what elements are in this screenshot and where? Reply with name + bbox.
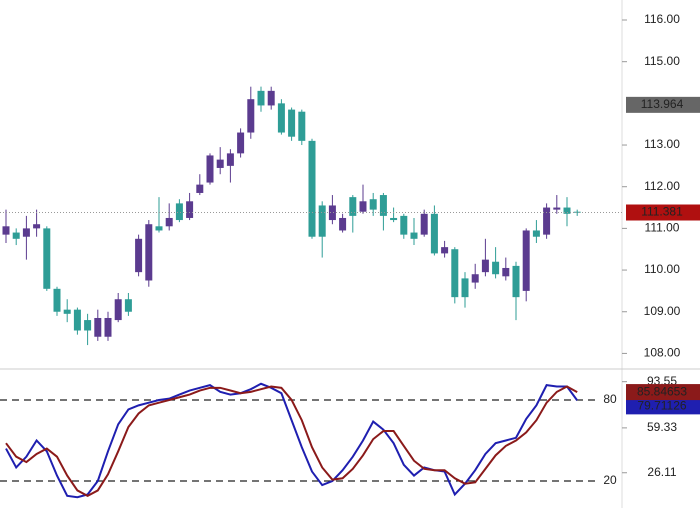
last-value-label: 79.71126	[637, 399, 686, 413]
candle-body	[369, 199, 377, 210]
candle-body	[186, 201, 194, 218]
level-label-bg	[600, 392, 620, 407]
price-marker-box	[626, 96, 700, 113]
candle-body	[277, 103, 285, 133]
oscillator-line	[5, 385, 578, 497]
candle-body	[349, 197, 357, 216]
level-label: 20	[603, 473, 617, 487]
last-value-box	[626, 398, 700, 415]
candle-body	[430, 213, 438, 254]
candle-body	[155, 226, 163, 231]
candle-body	[492, 261, 500, 275]
candle-body	[573, 211, 581, 213]
candle-body	[257, 90, 265, 106]
candle-body	[522, 230, 530, 291]
candle-body	[94, 317, 102, 337]
price-marker-label: 113.964	[641, 97, 684, 111]
y-tick-label: 110.00	[644, 262, 680, 276]
candle-body	[63, 309, 71, 314]
candle-body	[461, 278, 469, 298]
candle-body	[532, 230, 540, 237]
candle-body	[84, 320, 92, 331]
y-tick-label: 115.00	[644, 54, 680, 68]
candle-body	[308, 140, 316, 237]
candle-body	[247, 99, 255, 133]
candle-body	[175, 203, 183, 221]
candle-body	[328, 205, 336, 221]
candle-body	[502, 267, 510, 277]
candle-body	[288, 109, 296, 137]
y-tick-label: 111.00	[645, 221, 680, 235]
y-tick-label: 108.00	[644, 346, 681, 360]
candle-body	[267, 90, 275, 106]
candle-body	[206, 155, 214, 183]
candle-body	[441, 247, 449, 254]
candle-body	[114, 299, 122, 321]
candle-body	[196, 184, 204, 193]
candle-body	[481, 259, 489, 273]
candle-body	[22, 228, 30, 237]
candle-body	[553, 207, 561, 210]
candle-body	[420, 213, 428, 235]
candle-body	[379, 195, 387, 216]
candle-body	[104, 317, 112, 337]
candle-body	[237, 132, 245, 154]
candle-body	[12, 232, 20, 239]
candle-body	[512, 265, 520, 298]
y-tick-label: 59.33	[647, 420, 677, 434]
candle-body	[165, 217, 173, 227]
level-label: 80	[603, 392, 617, 406]
candle-body	[359, 201, 367, 212]
candle-body	[2, 226, 10, 235]
candle-body	[543, 207, 551, 235]
candle-body	[43, 228, 51, 289]
last-price-label: 111.381	[641, 205, 683, 219]
candle-body	[298, 111, 306, 141]
candle-body	[451, 249, 459, 298]
candle-body	[563, 207, 571, 214]
candle-body	[390, 217, 398, 221]
last-price-box	[626, 204, 700, 221]
candle-body	[135, 238, 143, 273]
candle-body	[339, 217, 347, 231]
last-value-label: 85.84653	[637, 384, 687, 398]
candle-body	[73, 309, 81, 331]
candle-body	[318, 205, 326, 237]
y-tick-label: 116.00	[644, 12, 680, 26]
oscillator-line	[5, 382, 579, 499]
candle-body	[400, 215, 408, 235]
candle-body	[216, 159, 224, 168]
y-tick-label: 113.00	[644, 137, 680, 151]
candle-body	[33, 224, 41, 229]
y-tick-label: 109.00	[644, 304, 681, 318]
candle-body	[124, 299, 132, 312]
candle-body	[226, 153, 234, 166]
candle-body	[145, 224, 153, 281]
candle-body	[53, 288, 61, 312]
candle-body	[410, 232, 418, 239]
y-tick-label: 112.00	[644, 179, 680, 193]
level-label-bg	[600, 473, 620, 488]
last-value-box	[626, 384, 700, 401]
y-tick-label: 26.11	[647, 465, 676, 479]
candle-body	[471, 274, 479, 283]
